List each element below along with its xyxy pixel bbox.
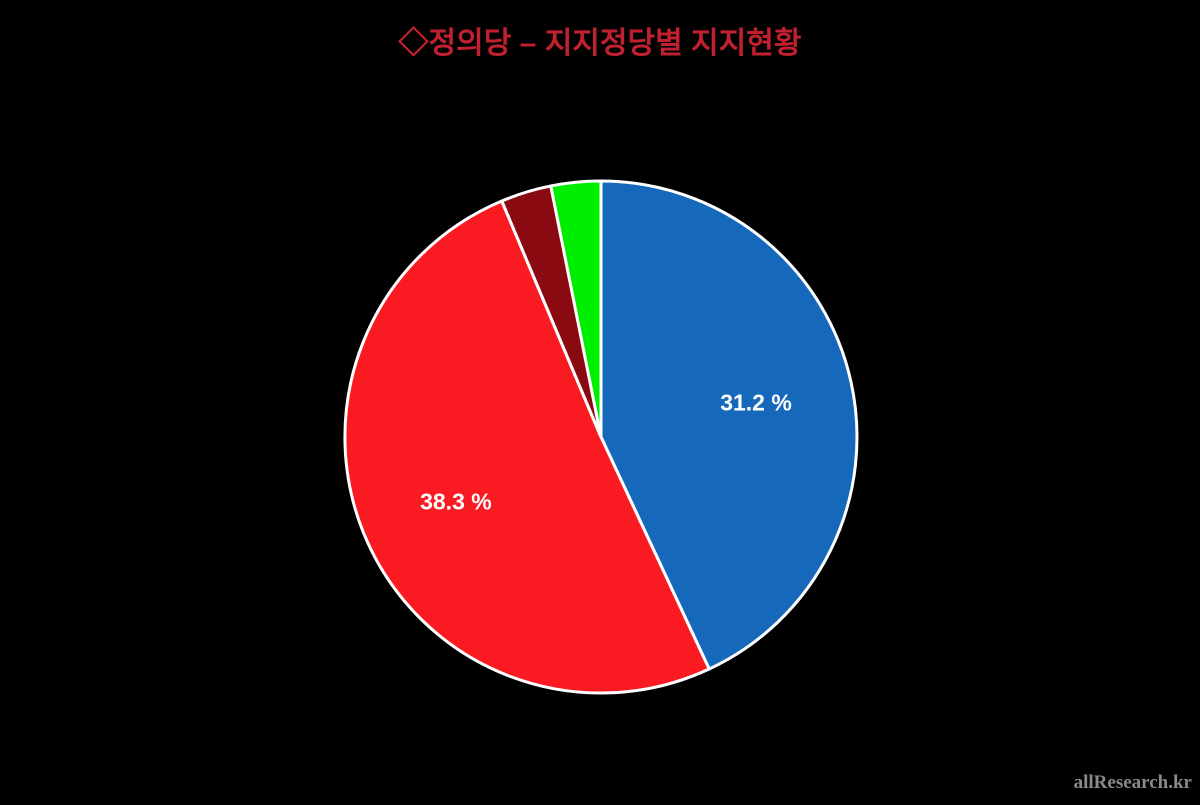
pie-slices-group (343, 179, 859, 695)
slice-blue[interactable] (599, 179, 859, 671)
pie-labels-group: 31.2 % 38.3 % (420, 390, 792, 515)
slice-red[interactable] (343, 199, 711, 695)
chart-title: ◇정의당 – 지지정당별 지지현황 (398, 27, 802, 60)
watermark-label: allResearch.kr (1073, 772, 1192, 793)
slice-green[interactable] (549, 179, 603, 439)
slice-red-percent-label: 38.3 % (420, 488, 492, 514)
slice-blue-percent-label: 31.2 % (720, 390, 792, 416)
